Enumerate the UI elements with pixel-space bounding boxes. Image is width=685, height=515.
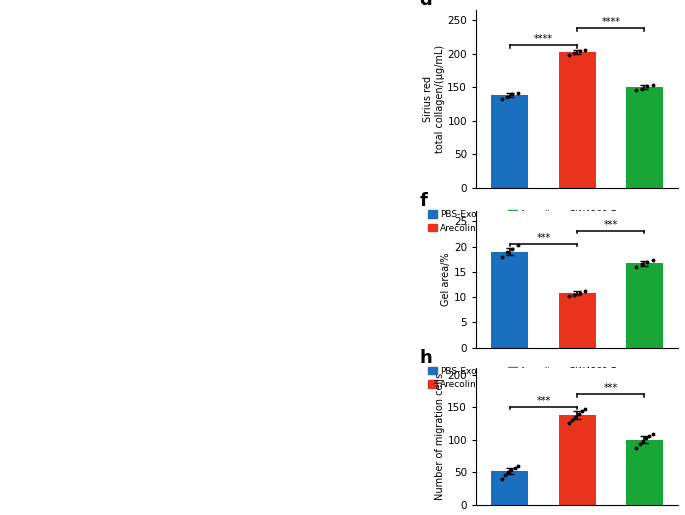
Bar — [626, 88, 663, 188]
Text: ***: *** — [536, 233, 551, 243]
Y-axis label: Gel area/%: Gel area/% — [441, 253, 451, 306]
Bar — [626, 440, 663, 505]
Bar — [491, 471, 528, 505]
Text: h: h — [419, 349, 432, 367]
Text: d: d — [419, 0, 432, 9]
Bar — [558, 52, 596, 188]
Y-axis label: Number of migration cells: Number of migration cells — [434, 373, 445, 500]
Text: ***: *** — [603, 220, 618, 230]
Bar — [558, 293, 596, 348]
Text: ***: *** — [603, 383, 618, 393]
Text: ****: **** — [601, 17, 621, 27]
Bar — [491, 252, 528, 348]
Bar — [558, 415, 596, 505]
Text: f: f — [419, 192, 427, 210]
Text: ***: *** — [536, 397, 551, 406]
Text: ****: **** — [534, 33, 553, 44]
Bar — [626, 263, 663, 348]
Bar — [491, 95, 528, 188]
Legend: PBS-Exo, Arecoline-Exo, Arecoline+GW4869-Exo: PBS-Exo, Arecoline-Exo, Arecoline+GW4869… — [424, 363, 632, 393]
Y-axis label: Sirius red
total collagen/(μg/mL): Sirius red total collagen/(μg/mL) — [423, 45, 445, 153]
Legend: PBS-Exo, Arecoline-Exo, Arecoline+GW4869-Exo: PBS-Exo, Arecoline-Exo, Arecoline+GW4869… — [424, 207, 632, 236]
